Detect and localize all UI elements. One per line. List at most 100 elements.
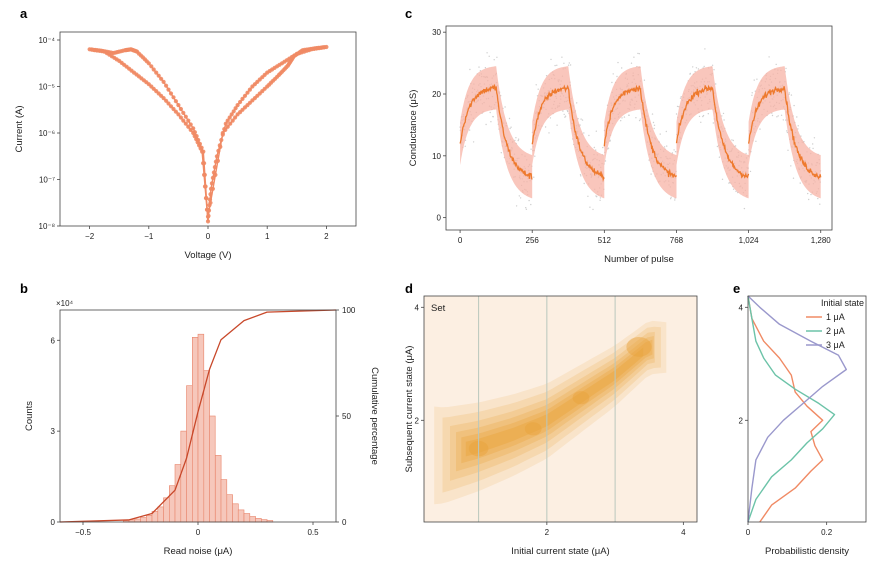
panel-c-scatter-point	[617, 61, 619, 64]
panel-b-bar	[203, 370, 210, 523]
panel-a-point	[178, 106, 183, 112]
panel-a-point	[196, 137, 201, 143]
panel-e-xtick-0-label: 0	[746, 528, 751, 537]
panel-a-point	[208, 186, 214, 191]
panel-d-density-contour-4	[461, 339, 653, 464]
panel-c-scatter-point	[777, 115, 779, 117]
panel-c-scatter-point	[569, 64, 572, 66]
panel-a-point	[166, 101, 171, 106]
panel-c-scatter-point	[489, 111, 491, 114]
panel-a-ytick-3-label: 10⁻⁵	[39, 83, 55, 92]
panel-a-point	[205, 207, 210, 212]
panel-c-scatter-point	[675, 113, 678, 115]
panel-c-scatter-point	[723, 119, 725, 121]
panel-label-b: b	[20, 281, 28, 296]
panel-c-xtick-5-label: 1,280	[811, 236, 832, 245]
panel-c-scatter-point	[517, 139, 519, 142]
panel-c-scatter-point	[775, 63, 777, 66]
panel-c-scatter-point	[595, 149, 597, 151]
panel-b-bar	[197, 333, 205, 523]
panel-c-scatter-point	[703, 65, 705, 68]
panel-c-band-cycle-1	[532, 66, 605, 199]
panel-a-point	[168, 104, 174, 109]
panel-c-scatter-point	[670, 196, 672, 198]
panel-c-scatter-point	[635, 117, 637, 119]
panel-b-ytick-right-1-label: 50	[342, 412, 351, 421]
panel-e-xlabel: Probabilistic density	[765, 546, 849, 557]
panel-c-scatter-point	[807, 192, 809, 195]
panel-a-point	[203, 184, 208, 189]
panel-c-scatter-point	[808, 198, 810, 201]
panel-c-scatter-point	[595, 130, 597, 132]
panel-a-ytick-1-label: 10⁻⁷	[39, 176, 55, 185]
panel-c-scatter-point	[533, 176, 535, 178]
panel-c-ylabel: Conductance (μS)	[408, 90, 419, 167]
panel-c-scatter-point	[678, 106, 680, 108]
panel-e-legend-title: Initial state	[821, 298, 864, 308]
panel-c-scatter-point	[593, 146, 595, 149]
panel-c-scatter-point	[755, 140, 757, 142]
panel-c-scatter-point	[589, 206, 591, 208]
panel-a-point	[151, 67, 156, 72]
panel-a-point	[247, 87, 252, 92]
panel-c-scatter-point	[671, 152, 674, 154]
panel-c-scatter-point	[525, 208, 528, 210]
panel-c-scatter-point	[530, 148, 532, 150]
panel-c-scatter-point	[633, 56, 635, 58]
panel-c-scatter-point	[792, 177, 795, 179]
panel-c-scatter-point	[566, 110, 569, 113]
panel-b-bar	[146, 514, 153, 523]
panel-c-scatter-point	[786, 130, 788, 132]
panel-a: a −2 −1 0 1 2 10⁻⁸ 10⁻⁷ 10⁻⁶ 10⁻⁵ 10⁻⁴ Voltage (V) C…	[14, 6, 357, 261]
panel-c-scatter-point	[519, 197, 522, 199]
panel-b: b −0.5 0 0.5 0 3 6 0 50 100 ×10⁴ Read noise (μA) Cou…	[20, 281, 380, 557]
panel-c-scatter-point	[665, 130, 667, 133]
panel-a-point	[211, 170, 216, 175]
panel-b-bar	[255, 518, 262, 523]
panel-b-ytick-right-2-label: 100	[342, 306, 356, 315]
panel-a-xtick-3-label: 1	[265, 232, 270, 241]
panel-d-xlabel: Initial current state (μA)	[511, 546, 609, 557]
panel-e-curve-1	[747, 295, 836, 523]
panel-label-a: a	[20, 6, 28, 21]
panel-c-scatter-point	[753, 79, 755, 81]
panel-c-scatter-point	[702, 114, 705, 117]
panel-d-density-contour-3	[456, 336, 654, 472]
panel-c-mean-line-cycle-4	[747, 85, 822, 180]
panel-c-scatter-point	[639, 118, 641, 120]
panel-a-curve-neg-sweep-up	[89, 48, 209, 222]
panel-a-point	[164, 98, 169, 103]
panel-c-mean-line-cycle-0	[459, 83, 533, 180]
panel-a-point	[208, 192, 213, 197]
panel-c-xtick-2-label: 512	[598, 236, 612, 245]
panel-c-scatter-point	[790, 94, 793, 96]
panel-a-ylabel: Current (A)	[14, 106, 25, 153]
panel-b-bar	[249, 516, 256, 523]
panel-a-point	[240, 96, 245, 101]
panel-c-scatter-point	[698, 115, 701, 118]
panel-e-curve-0	[747, 295, 824, 523]
panel-b-bar	[134, 518, 141, 523]
panel-c-band-cycle-2	[604, 66, 677, 199]
panel-c-scatter-point	[819, 203, 821, 205]
panel-c-scatter-point	[799, 182, 801, 184]
panel-a-point	[207, 197, 213, 202]
panel-a-point	[159, 76, 164, 81]
panel-c-scatter-point	[563, 62, 565, 64]
panel-a-point	[225, 118, 230, 123]
panel-a-xtick-2-label: 0	[206, 232, 211, 241]
panel-a-point	[146, 61, 151, 66]
panel-a-point	[201, 149, 206, 154]
panel-d-ylabel: Subsequent current state (μA)	[404, 346, 415, 473]
panel-d-frame	[423, 295, 698, 523]
panel-a-point	[222, 127, 227, 132]
panel-b-bar	[243, 513, 251, 523]
panel-c-scatter-point	[537, 88, 539, 90]
panel-a-point	[181, 118, 186, 123]
panel-b-ytick-1-label: 3	[51, 427, 56, 436]
panel-c-scatter-point	[468, 129, 471, 131]
panel-b-xlabel: Read noise (μA)	[164, 546, 233, 557]
panel-e-curve-2	[747, 295, 847, 523]
panel-c-scatter-point	[637, 52, 639, 55]
panel-c-scatter-point	[751, 94, 753, 97]
